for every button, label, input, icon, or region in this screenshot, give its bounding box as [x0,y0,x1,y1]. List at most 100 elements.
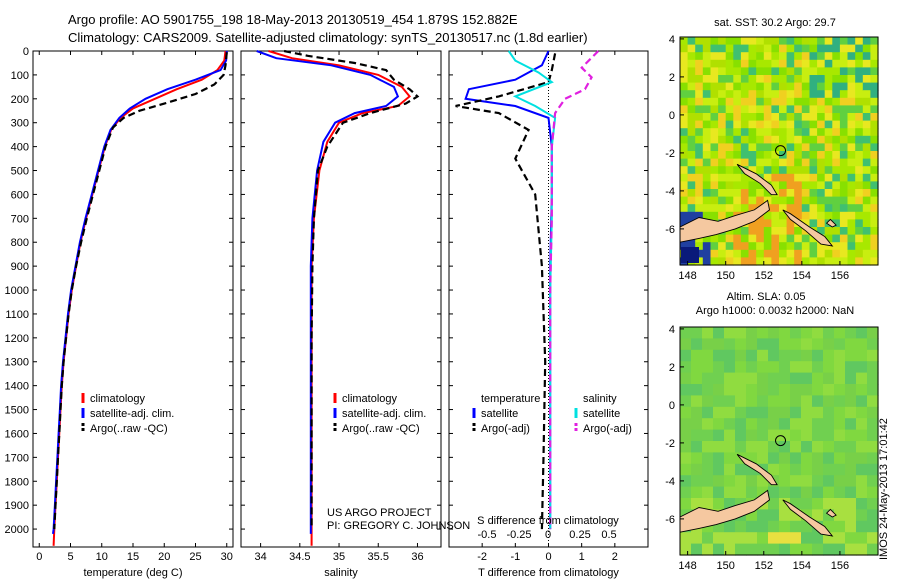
y-tick-label: 1100 [5,309,29,321]
heatmap-cell [718,90,727,99]
heatmap-cell [862,227,871,236]
heatmap-cell [718,257,727,266]
heatmap-cell [680,475,692,488]
heatmap-cell [790,395,802,408]
heatmap-cell [794,189,803,198]
heatmap-cell [779,418,791,431]
heatmap-cell [702,327,714,339]
heatmap-cell [771,227,780,236]
heatmap-cell [839,257,849,266]
heatmap-cell [756,166,765,175]
heatmap-cell [839,158,849,167]
heatmap-cell [847,219,856,228]
heatmap-cell [824,90,833,99]
panel-frame-temperature [32,50,234,548]
heatmap-cell [771,211,780,220]
heatmap-cell [839,196,849,205]
heatmap-cell [740,59,750,68]
heatmap-cell [680,543,692,556]
heatmap-cell [757,418,769,431]
heatmap-cell [794,44,803,53]
y-tick-label: 1700 [5,452,29,464]
heatmap-cell [771,249,780,258]
heatmap-cell [740,97,750,106]
land-polygon [782,209,834,247]
heatmap-cell [746,543,758,556]
heatmap-cell [823,543,835,556]
heatmap-cell [809,151,818,160]
heatmap-cell [687,151,696,160]
heatmap-cell [710,189,719,198]
heatmap-cell [756,234,765,243]
heatmap-cell [763,135,772,144]
heatmap-cell [855,166,864,175]
heatmap-cell [862,158,871,167]
heatmap-cell [680,67,689,76]
heatmap-cell [824,257,833,266]
heatmap-cell [823,361,835,374]
heatmap-cell [695,166,704,175]
heatmap-cell [801,105,810,114]
heatmap-cell [845,463,857,476]
heatmap-cell [702,44,711,53]
heatmap-cell [801,120,810,129]
heatmap-cell [870,75,879,84]
heatmap-cell [786,158,795,167]
heatmap-cell [756,97,765,106]
heatmap-cell [779,257,788,266]
heatmap-cell [786,120,795,129]
heatmap-cell [839,82,849,91]
heatmap-cell [794,249,803,258]
land-polygon [679,199,770,243]
heatmap-cell [756,242,765,251]
y-tick-label: 800 [11,237,29,249]
heatmap-cell [702,249,711,258]
heatmap-cell [786,196,795,205]
heatmap-cell [809,181,818,190]
heatmap-cell [733,37,742,46]
heatmap-cell [702,242,711,251]
heatmap-cell [824,204,833,213]
heatmap-cell [856,384,868,396]
heatmap-cell [695,97,704,106]
map-y-tick-label: -2 [665,438,675,450]
heatmap-cell [801,384,813,396]
heatmap-cell [763,59,772,68]
heatmap-cell [771,204,780,213]
heatmap-cell [809,67,818,76]
heatmap-cell [817,257,826,266]
heatmap-cell [763,67,772,76]
heatmap-cell [786,204,795,213]
heatmap-cell [718,234,727,243]
heatmap-cell [757,520,769,533]
heatmap-cell [794,181,803,190]
heatmap-cell [794,196,803,205]
heatmap-cell [756,44,765,53]
heatmap-cell [748,82,757,91]
heatmap-cell [834,509,846,522]
argo-position-marker [775,145,787,157]
heatmap-cell [790,498,802,510]
heatmap-cell [779,105,788,114]
heatmap-cell [786,249,795,258]
heatmap-cell [733,249,742,258]
heatmap-cell [748,158,757,167]
heatmap-cell [824,97,833,106]
heatmap-cell [845,486,857,499]
heatmap-cell [794,173,803,182]
heatmap-cell [847,97,856,106]
heatmap-cell [809,143,818,152]
heatmap-cell [845,475,857,488]
heatmap-cell [740,181,750,190]
heatmap-cell [779,372,791,385]
heatmap-cell [812,532,824,545]
heatmap-cell [733,181,742,190]
heatmap-cell [867,395,879,408]
heatmap-cell [801,418,813,431]
heatmap-cell [801,349,813,362]
heatmap-cell [771,242,780,251]
heatmap-cell [832,59,841,68]
heatmap-cell [724,327,736,339]
map-frame-map-sst [679,36,879,266]
heatmap-cell [832,52,841,61]
